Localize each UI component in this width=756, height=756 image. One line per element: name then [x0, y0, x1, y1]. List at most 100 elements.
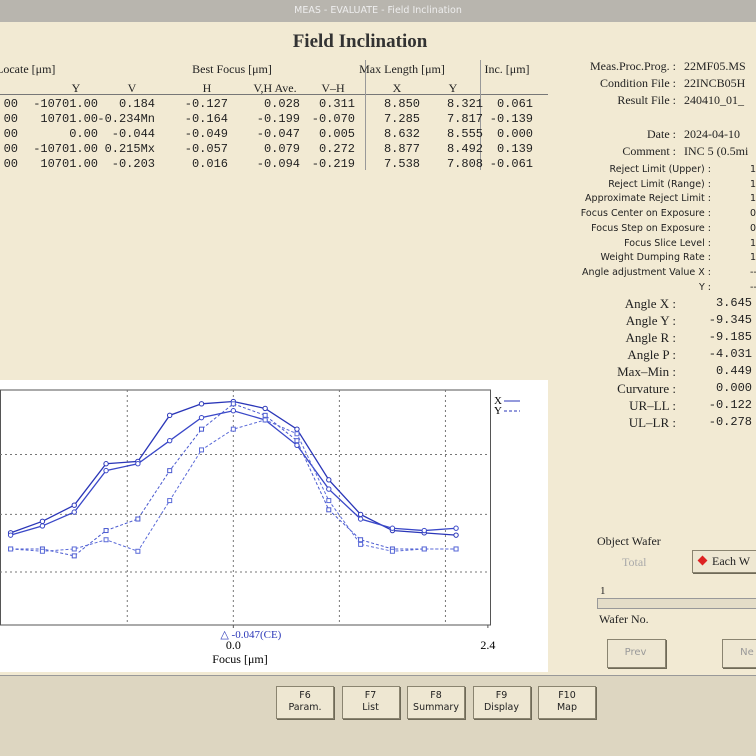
info-label: Date :	[647, 127, 676, 141]
limit-value: 1	[750, 252, 756, 264]
point	[389, 548, 395, 554]
table-cell: 00	[3, 97, 18, 111]
table-cell: 7.808	[446, 157, 483, 171]
point	[71, 546, 77, 552]
angle-value: -0.278	[708, 415, 752, 429]
point	[135, 516, 141, 522]
series-line	[10, 403, 457, 557]
angle-value: -0.122	[708, 398, 752, 412]
point	[103, 467, 109, 474]
function-key[interactable]	[538, 686, 596, 719]
each-wafer-label: Each W	[712, 554, 751, 568]
table-cell: 0.005	[318, 127, 355, 141]
table-cell: 0.028	[263, 97, 300, 111]
table-cell: 8.632	[383, 127, 420, 141]
table-cell: 00	[3, 112, 18, 126]
point	[135, 548, 141, 554]
nav-button[interactable]	[722, 639, 756, 668]
info-label: Comment :	[622, 144, 676, 158]
angle-value: 0.000	[715, 381, 752, 395]
key-name: F8	[430, 690, 442, 701]
point	[198, 401, 205, 407]
point	[39, 523, 46, 529]
point	[358, 537, 364, 543]
table-cell: 0.079	[263, 142, 300, 156]
function-key[interactable]	[276, 686, 334, 719]
table-cell: -0.127	[184, 97, 228, 111]
angle-value: 0.449	[715, 364, 752, 378]
limit-value: 1	[750, 193, 756, 205]
point	[230, 408, 237, 414]
point	[294, 426, 300, 432]
group-header: Inc. [μm]	[484, 62, 530, 76]
function-key[interactable]	[341, 686, 400, 719]
angle-value: 3.645	[715, 296, 752, 310]
limit-value: 0	[750, 208, 756, 220]
table-cell: -10701.00	[33, 97, 98, 111]
key-label: Display	[483, 702, 520, 713]
table-cell: 8.555	[446, 127, 483, 141]
angle-label: UR–LL :	[629, 398, 676, 413]
point	[39, 518, 46, 525]
table-cell: -0.094	[256, 157, 300, 171]
limit-label: Reject Limit (Upper) :	[609, 164, 711, 175]
legend-label: Y	[494, 405, 502, 417]
point	[421, 527, 427, 534]
info-value: 22INCB05H	[684, 76, 746, 90]
table-cell: -0.234Mn	[97, 112, 155, 126]
slider-value: 1	[600, 585, 606, 597]
limit-label: Angle adjustment Value X :	[582, 266, 711, 278]
info-label: Meas.Proc.Prog. :	[590, 59, 676, 73]
x-axis-label: Focus [μm]	[212, 652, 267, 666]
table-cell: -0.139	[489, 112, 533, 126]
function-key[interactable]	[407, 686, 465, 719]
point	[103, 461, 109, 467]
point	[135, 461, 141, 467]
point	[389, 525, 396, 531]
table-cell: -0.199	[256, 112, 300, 126]
column-header: V	[127, 81, 137, 95]
angle-label: Max–Min :	[617, 364, 676, 379]
table-cell: -0.219	[311, 157, 355, 171]
limit-value: ---	[750, 266, 756, 278]
angle-label: Angle P :	[627, 347, 676, 362]
point	[7, 532, 14, 538]
page-title: Field Inclination	[292, 31, 428, 52]
legend-label: X	[494, 395, 502, 407]
nav-label: Ne	[740, 647, 754, 658]
point	[326, 498, 332, 504]
limit-label: Weight Dumping Rate :	[600, 252, 711, 264]
table-cell: -0.203	[111, 157, 155, 171]
column-header: Y	[71, 81, 81, 95]
column-header: H	[202, 81, 212, 95]
key-label: Map	[556, 702, 578, 713]
table-cell: 10701.00	[40, 112, 98, 126]
nav-button[interactable]	[607, 639, 666, 668]
key-name: F10	[558, 690, 576, 701]
table-cell: 00	[3, 157, 18, 171]
group-header: Best Focus [μm]	[192, 62, 272, 76]
angle-value: -9.185	[708, 330, 752, 344]
point	[166, 412, 173, 419]
column-header: X	[392, 81, 402, 95]
nav-label: Prev	[624, 647, 647, 658]
point	[8, 546, 14, 552]
table-cell: -0.047	[256, 127, 300, 141]
ce-annotation: △ -0.047(CE)	[220, 629, 281, 641]
point	[198, 414, 205, 421]
function-key[interactable]	[472, 686, 531, 719]
radio-total: Total	[622, 555, 647, 569]
each-wafer-button[interactable]	[692, 550, 756, 573]
key-name: F6	[299, 690, 311, 701]
key-label: Summary	[413, 702, 459, 713]
point	[103, 537, 109, 543]
table-cell: 0.00	[69, 127, 98, 141]
table-cell: -0.057	[184, 142, 228, 156]
point	[453, 546, 459, 552]
object-wafer-title: Object Wafer	[597, 534, 661, 548]
table-cell: 0.215Mx	[104, 142, 155, 156]
wafer-slider[interactable]	[597, 598, 756, 609]
point	[71, 509, 77, 515]
point	[358, 541, 364, 547]
angle-value: -4.031	[708, 347, 752, 361]
